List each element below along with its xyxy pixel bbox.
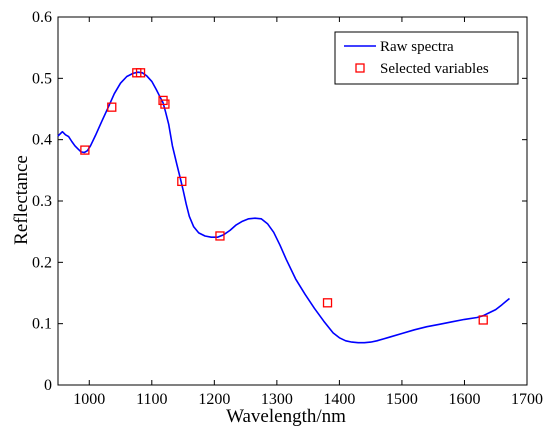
y-tick-label: 0.6 — [32, 9, 52, 26]
x-tick-label: 1500 — [386, 391, 418, 408]
legend-box — [334, 31, 519, 85]
ticks: 1000 1100 1200 1300 1400 1500 1600 1700 0 0.1 0.2 0… — [32, 9, 543, 408]
selected-variable-marker — [160, 99, 170, 109]
selected-variable-marker — [177, 176, 187, 187]
x-tick-label: 1400 — [323, 391, 355, 408]
x-tick-label: 1700 — [511, 391, 543, 408]
y-tick-label: 0.4 — [32, 132, 52, 149]
legend-label-raw-spectra: Raw spectra — [380, 39, 454, 55]
legend: Raw spectra Selected variables — [334, 31, 519, 85]
x-tick-label: 1000 — [73, 391, 105, 408]
y-tick-label: 0.5 — [32, 70, 52, 87]
y-tick-label: 0.3 — [32, 193, 52, 210]
y-tick-label: 0.1 — [32, 316, 52, 333]
x-tick-label: 1600 — [448, 391, 480, 408]
x-axis-title: Wavelength/nm — [226, 406, 346, 427]
y-axis-title: Reflectance — [11, 155, 32, 245]
selected-variable-marker — [107, 102, 117, 112]
x-tick-label: 1300 — [261, 391, 293, 408]
x-tick-label: 1200 — [198, 391, 230, 408]
series-line-raw-spectra — [57, 71, 511, 344]
legend-label-selected-variables: Selected variables — [380, 61, 489, 77]
y-tick-label: 0.2 — [32, 254, 52, 271]
y-tick-label: 0 — [44, 377, 52, 394]
selected-variable-marker — [322, 298, 333, 308]
selected-variable-marker — [80, 145, 90, 155]
selected-variable-marker — [215, 231, 225, 241]
x-tick-label: 1100 — [136, 391, 167, 408]
legend-marker-swatch — [355, 63, 365, 73]
selected-variable-marker — [135, 68, 146, 78]
plot-area — [57, 68, 511, 344]
selected-variable-marker — [478, 315, 488, 325]
